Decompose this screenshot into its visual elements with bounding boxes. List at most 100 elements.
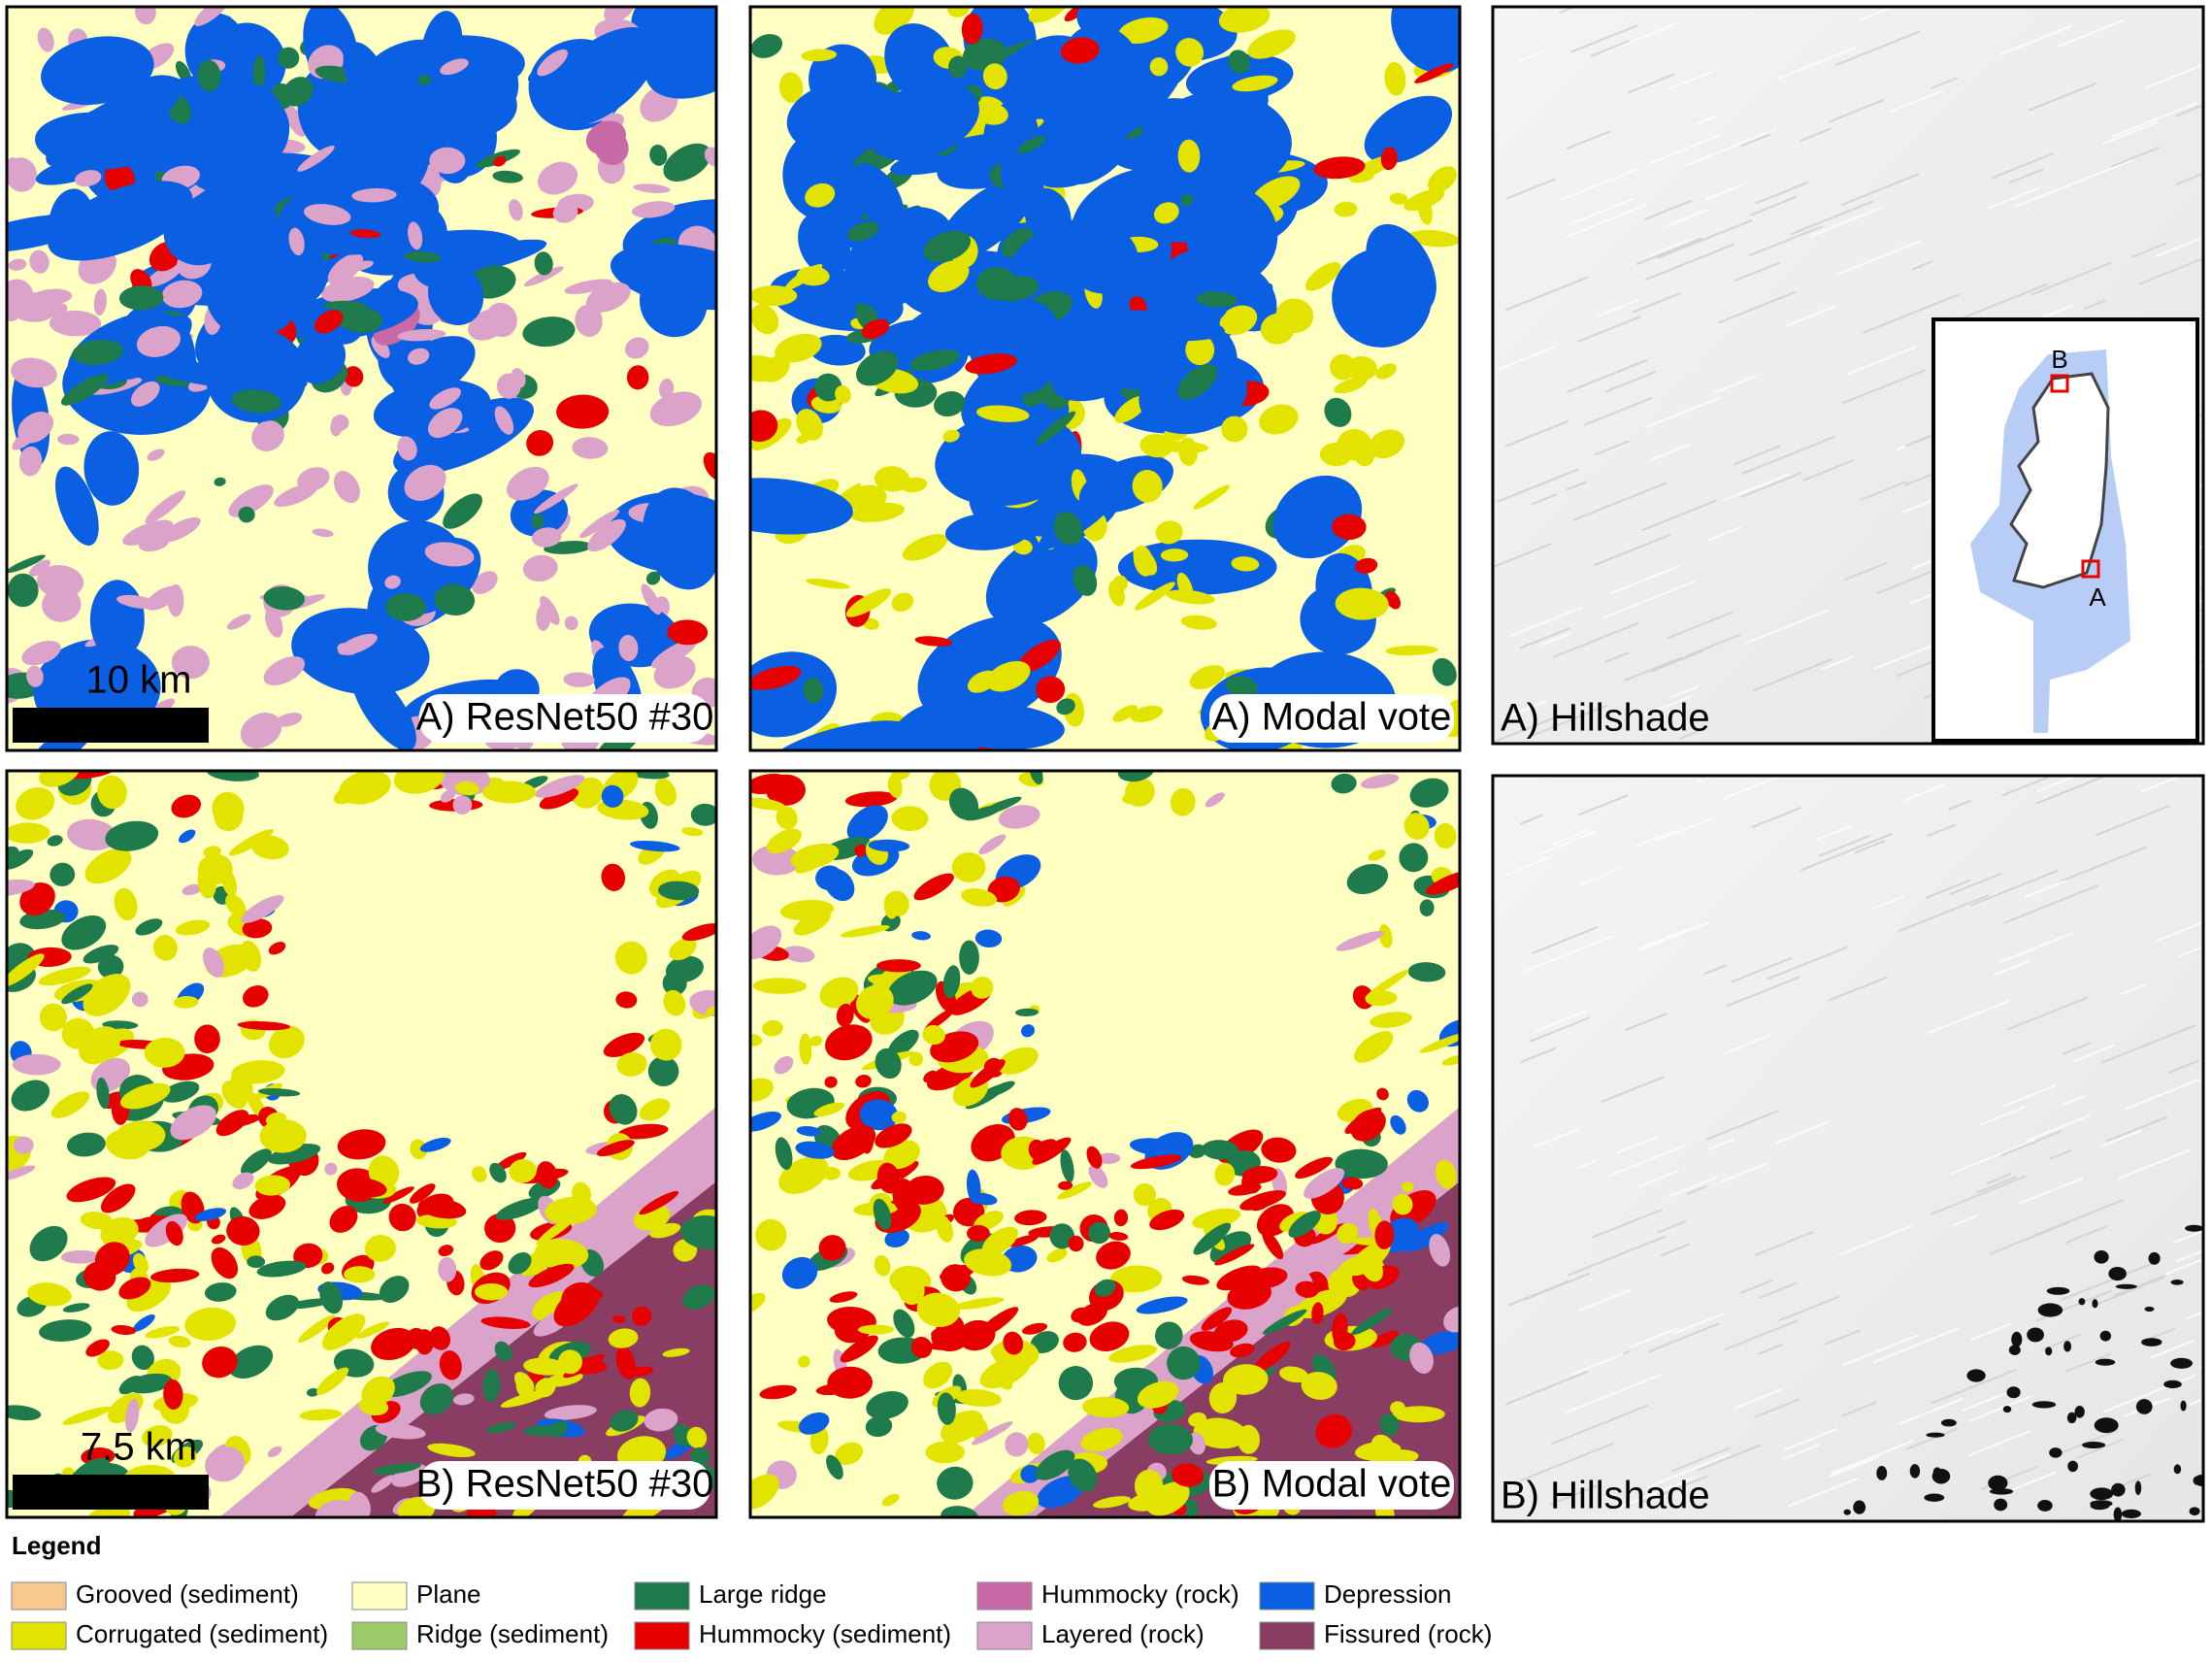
class-patch (686, 1426, 708, 1448)
class-patch (863, 617, 879, 630)
relief-line (1970, 1322, 2012, 1342)
rock-outcrop (2027, 1327, 2044, 1343)
class-patch (750, 925, 782, 959)
class-patch (796, 409, 823, 441)
class-patch (1218, 7, 1271, 33)
class-patch (1232, 75, 1278, 92)
class-patch (1130, 705, 1164, 722)
class-patch (1403, 813, 1430, 841)
class-patch (855, 1074, 872, 1088)
class-patch (1331, 773, 1357, 794)
relief-line (1532, 704, 1608, 737)
class-patch (955, 1389, 1002, 1408)
class-patch (891, 1111, 907, 1123)
class-patch (315, 1367, 349, 1395)
class-patch (891, 806, 929, 831)
class-patch (923, 230, 972, 263)
relief-line (1782, 1444, 1819, 1461)
class-patch (1155, 520, 1183, 545)
relief-line (2083, 299, 2106, 311)
class-patch (1385, 645, 1438, 656)
class-patch (835, 385, 851, 404)
class-patch (618, 635, 639, 662)
class-patch (29, 249, 50, 274)
relief-line (1628, 73, 1676, 94)
class-patch (1068, 1235, 1084, 1252)
class-patch (1231, 556, 1260, 572)
class-patch (66, 1177, 116, 1203)
relief-line (2147, 1327, 2176, 1341)
class-patch (986, 660, 1031, 692)
relief-line (2172, 1229, 2203, 1245)
class-patch (1002, 1490, 1040, 1516)
class-patch (537, 49, 568, 77)
class-patch (563, 672, 595, 687)
class-patch (204, 1282, 237, 1302)
class-patch (161, 280, 203, 309)
relief-line (1705, 1110, 1779, 1141)
class-patch (1348, 1240, 1391, 1277)
relief-line (1694, 115, 1718, 126)
relief-line (1609, 565, 1680, 595)
map-panel: A) Modal vote (748, 5, 1462, 752)
legend-swatch (351, 1581, 408, 1611)
class-patch (545, 1196, 597, 1225)
class-patch (238, 506, 255, 523)
class-patch (1311, 1302, 1324, 1325)
class-patch (857, 1324, 895, 1335)
relief-line (1969, 869, 2059, 907)
class-patch (810, 395, 842, 414)
rock-outcrop (1926, 1432, 1945, 1438)
relief-line (2062, 1042, 2092, 1055)
class-patch (88, 1506, 131, 1517)
class-patch (368, 1155, 400, 1189)
class-patch (523, 1357, 567, 1376)
relief-line (1641, 499, 1717, 532)
relief-line (2063, 1094, 2086, 1106)
class-patch (1060, 37, 1100, 64)
class-patch (649, 144, 668, 166)
relief-line (1651, 443, 1692, 461)
class-patch (1088, 1164, 1108, 1188)
class-patch (859, 1099, 899, 1131)
class-patch (974, 102, 1008, 125)
class-patch (351, 667, 416, 750)
relief-line (1844, 561, 1888, 582)
class-patch (1117, 17, 1169, 45)
relief-line (1718, 1162, 1767, 1184)
class-patch (564, 279, 612, 294)
rock-outcrop (2094, 1249, 2109, 1264)
class-patch (609, 1094, 638, 1125)
relief-line (1507, 1280, 1570, 1307)
relief-line (1740, 472, 1802, 499)
class-patch (100, 1183, 136, 1213)
class-patch (873, 1198, 892, 1230)
class-patch (665, 955, 704, 983)
class-patch (579, 509, 620, 539)
class-patch (185, 146, 259, 194)
class-patch (327, 253, 364, 285)
rock-outcrop (1988, 1475, 2008, 1491)
class-patch (97, 1350, 124, 1371)
class-patch (750, 666, 802, 690)
class-patch (118, 1277, 151, 1300)
class-patch (163, 1379, 183, 1411)
class-patch (228, 1345, 274, 1379)
site-b (2050, 374, 2069, 393)
class-patch (306, 1387, 319, 1397)
relief-line (1679, 727, 1706, 740)
class-patch (1315, 1413, 1352, 1448)
class-patch (1225, 676, 1258, 697)
class-patch (865, 1415, 893, 1438)
relief-line (1540, 632, 1572, 647)
class-patch (1209, 1231, 1252, 1264)
class-patch (427, 408, 463, 439)
relief-line (1576, 316, 1641, 344)
class-patch (80, 1212, 114, 1230)
class-patch (974, 1134, 1010, 1146)
class-patch (1419, 899, 1435, 916)
class-patch (330, 416, 343, 437)
class-patch (826, 1454, 843, 1479)
class-patch (985, 532, 1098, 627)
class-patch (1374, 1220, 1395, 1249)
